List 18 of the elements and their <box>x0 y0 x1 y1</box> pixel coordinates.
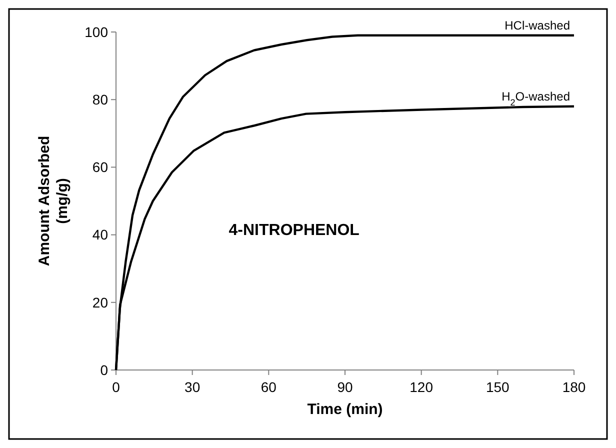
y-tick-label: 20 <box>92 294 108 310</box>
x-tick-label: 60 <box>260 379 277 395</box>
y-tick-label: 0 <box>100 362 108 378</box>
x-tick-label: 120 <box>410 379 434 395</box>
x-tick-label: 0 <box>112 379 120 395</box>
x-tick-label: 90 <box>337 379 353 395</box>
x-tick-label: 150 <box>486 379 510 395</box>
x-axis-title: Time (min) <box>307 401 383 418</box>
y-tick-label: 80 <box>92 92 108 108</box>
annotation: 4-NITROPHENOL <box>228 222 360 239</box>
y-tick-label: 40 <box>92 226 108 243</box>
series-label: HCl-washed <box>504 18 570 32</box>
y-tick-label: 60 <box>92 159 108 176</box>
y-axis-title: Amount Adsorbed (mg/g) <box>36 136 71 266</box>
y-tick-label: 100 <box>84 24 108 40</box>
x-tick-label: 180 <box>562 379 586 395</box>
x-tick-label: 30 <box>184 379 200 395</box>
series-label: H$_{2}$O-washed <box>502 89 570 108</box>
